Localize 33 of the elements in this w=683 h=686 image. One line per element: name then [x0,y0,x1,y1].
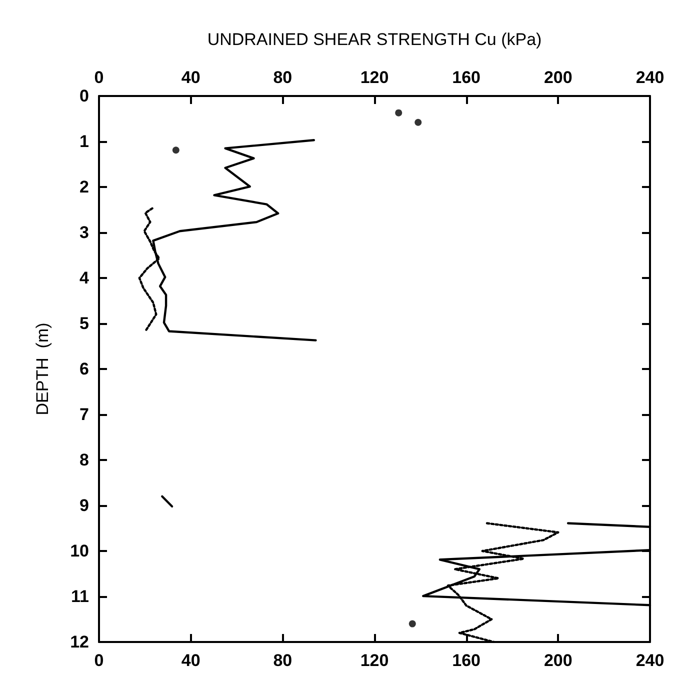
point [395,109,402,116]
y-tick-label: 0 [80,86,89,106]
y-tick-label: 1 [80,132,89,151]
y-tick-label: 9 [80,496,89,515]
y-tick-label: 8 [80,450,89,470]
x-tick-label: 40 [181,651,200,670]
y-tick-label: 2 [80,178,89,196]
point [408,620,416,628]
y-axis-title: DEPTH (m) [33,322,52,416]
x-tick-label: 0 [94,651,104,670]
x2-tick-label: 120 [360,68,389,87]
x2-tick-label: 240 [636,68,664,87]
y-tick-label: 4 [80,268,90,288]
x2-tick-label: 80 [273,68,292,87]
y-tick-label: 10 [70,542,89,560]
x2-tick-label: 0 [94,68,104,87]
x-tick-label: 80 [273,651,292,670]
y-tick-label: 12 [70,632,89,652]
y-tick-label: 3 [80,223,89,242]
x2-tick-label: 40 [181,68,200,87]
y-tick-label: 7 [80,405,89,424]
x2-axis-title: UNDRAINED SHEAR STRENGTH Cu (kPa) [207,30,542,49]
x2-tick-label: 200 [544,68,572,87]
point [172,146,180,154]
point [414,118,422,126]
x-tick-label: 160 [452,651,481,670]
x2-tick-label: 160 [452,68,481,87]
y-tick-label: 5 [80,314,89,333]
x-tick-label: 200 [544,651,572,670]
y-tick-label: 6 [80,360,89,378]
x-tick-label: 240 [636,651,664,670]
y-tick-label: 11 [71,587,89,606]
x-tick-label: 120 [360,651,389,670]
